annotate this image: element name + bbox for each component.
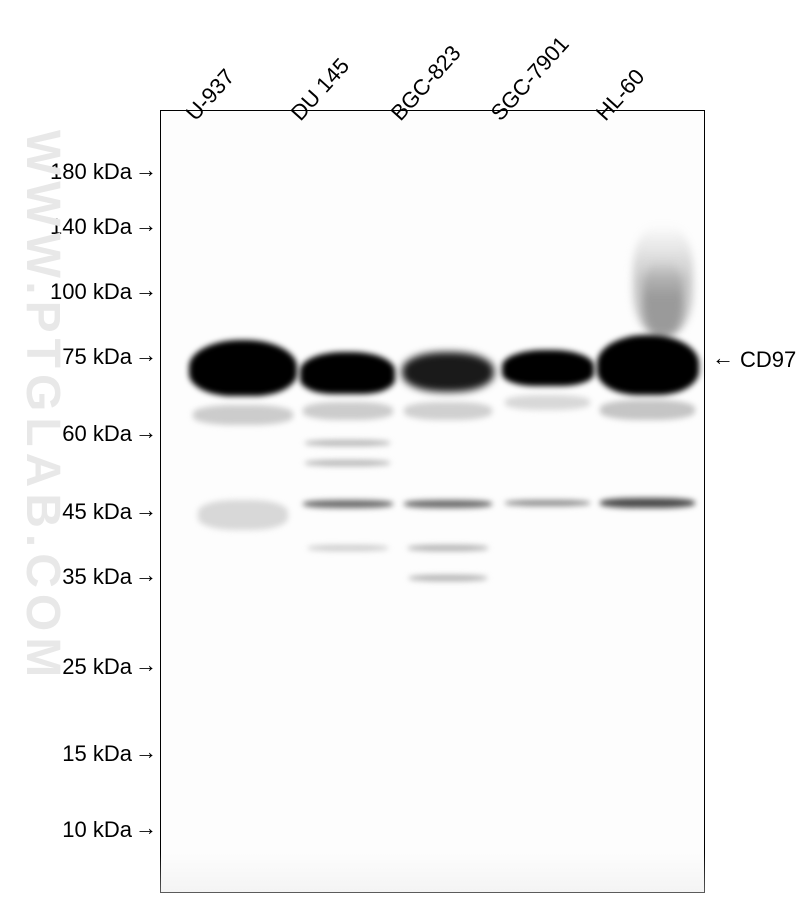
mw-arrow-7: →	[135, 652, 157, 678]
mw-label-5: 45 kDa	[62, 499, 132, 525]
mw-label-8: 15 kDa	[62, 741, 132, 767]
blot-gradient-edge	[160, 853, 705, 893]
mw-arrow-3: →	[135, 342, 157, 368]
mw-arrow-9: →	[135, 815, 157, 841]
mw-arrow-8: →	[135, 739, 157, 765]
mw-arrow-0: →	[135, 157, 157, 183]
mw-arrow-6: →	[135, 562, 157, 588]
mw-label-3: 75 kDa	[62, 344, 132, 370]
mw-arrow-5: →	[135, 497, 157, 523]
mw-label-6: 35 kDa	[62, 564, 132, 590]
mw-label-7: 25 kDa	[62, 654, 132, 680]
blot-frame	[160, 110, 705, 893]
target-label: CD97	[740, 347, 796, 373]
target-arrow: ←	[712, 345, 734, 371]
mw-arrow-2: →	[135, 277, 157, 303]
mw-label-4: 60 kDa	[62, 421, 132, 447]
mw-arrow-4: →	[135, 419, 157, 445]
mw-arrow-1: →	[135, 212, 157, 238]
mw-label-9: 10 kDa	[62, 817, 132, 843]
watermark-text: WWW.PTGLAB.COM	[15, 130, 70, 683]
